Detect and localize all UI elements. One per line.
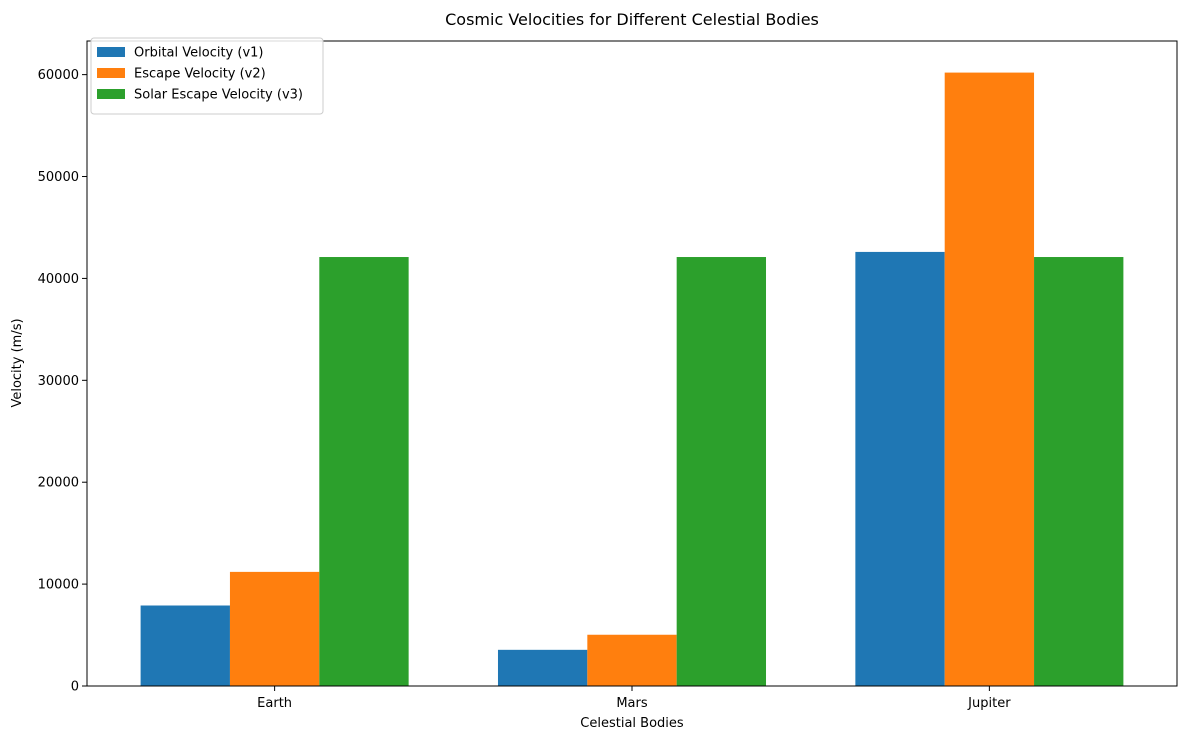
bar-jupiter-series-1 (855, 251, 945, 687)
y-tick-label: 10000 (38, 578, 79, 593)
bar-mars-series-3 (676, 257, 767, 686)
bar-earth-series-3 (319, 257, 409, 686)
x-tick-label-mars: Mars (616, 696, 648, 711)
bar-earth-series-1 (140, 605, 230, 686)
x-tick-label-jupiter: Jupiter (967, 696, 1011, 711)
bar-jupiter-series-2 (944, 72, 1035, 687)
bars-layer (140, 72, 1124, 687)
y-tick-label: 50000 (38, 170, 79, 185)
legend-label: Orbital Velocity (v1) (134, 46, 264, 61)
bar-mars-series-2 (587, 634, 677, 686)
chart-title: Cosmic Velocities for Different Celestia… (445, 10, 819, 29)
y-axis-title: Velocity (m/s) (10, 318, 25, 407)
axes-layer: 0 10000 20000 30000 40000 50000 60000 Earth Mars… (38, 40, 1178, 711)
y-tick-label: 30000 (38, 374, 79, 389)
x-tick-label-earth: Earth (257, 696, 292, 711)
legend-swatch (97, 68, 125, 78)
bar-earth-series-2 (229, 571, 320, 686)
y-tick-label: 20000 (38, 476, 79, 491)
legend-label: Solar Escape Velocity (v3) (134, 88, 303, 103)
legend-box (90, 37, 324, 115)
legend-swatch (97, 47, 125, 57)
y-tick-label: 40000 (38, 272, 79, 287)
y-tick-label: 0 (71, 680, 79, 695)
legend-swatch (97, 89, 125, 99)
legend-label: Escape Velocity (v2) (134, 67, 266, 82)
x-axis-title: Celestial Bodies (580, 716, 684, 731)
y-tick-label: 60000 (38, 68, 79, 83)
legend: Orbital Velocity (v1) Escape Velocity (v2… (90, 37, 324, 115)
bar-mars-series-1 (497, 649, 588, 686)
bar-jupiter-series-3 (1034, 257, 1124, 686)
